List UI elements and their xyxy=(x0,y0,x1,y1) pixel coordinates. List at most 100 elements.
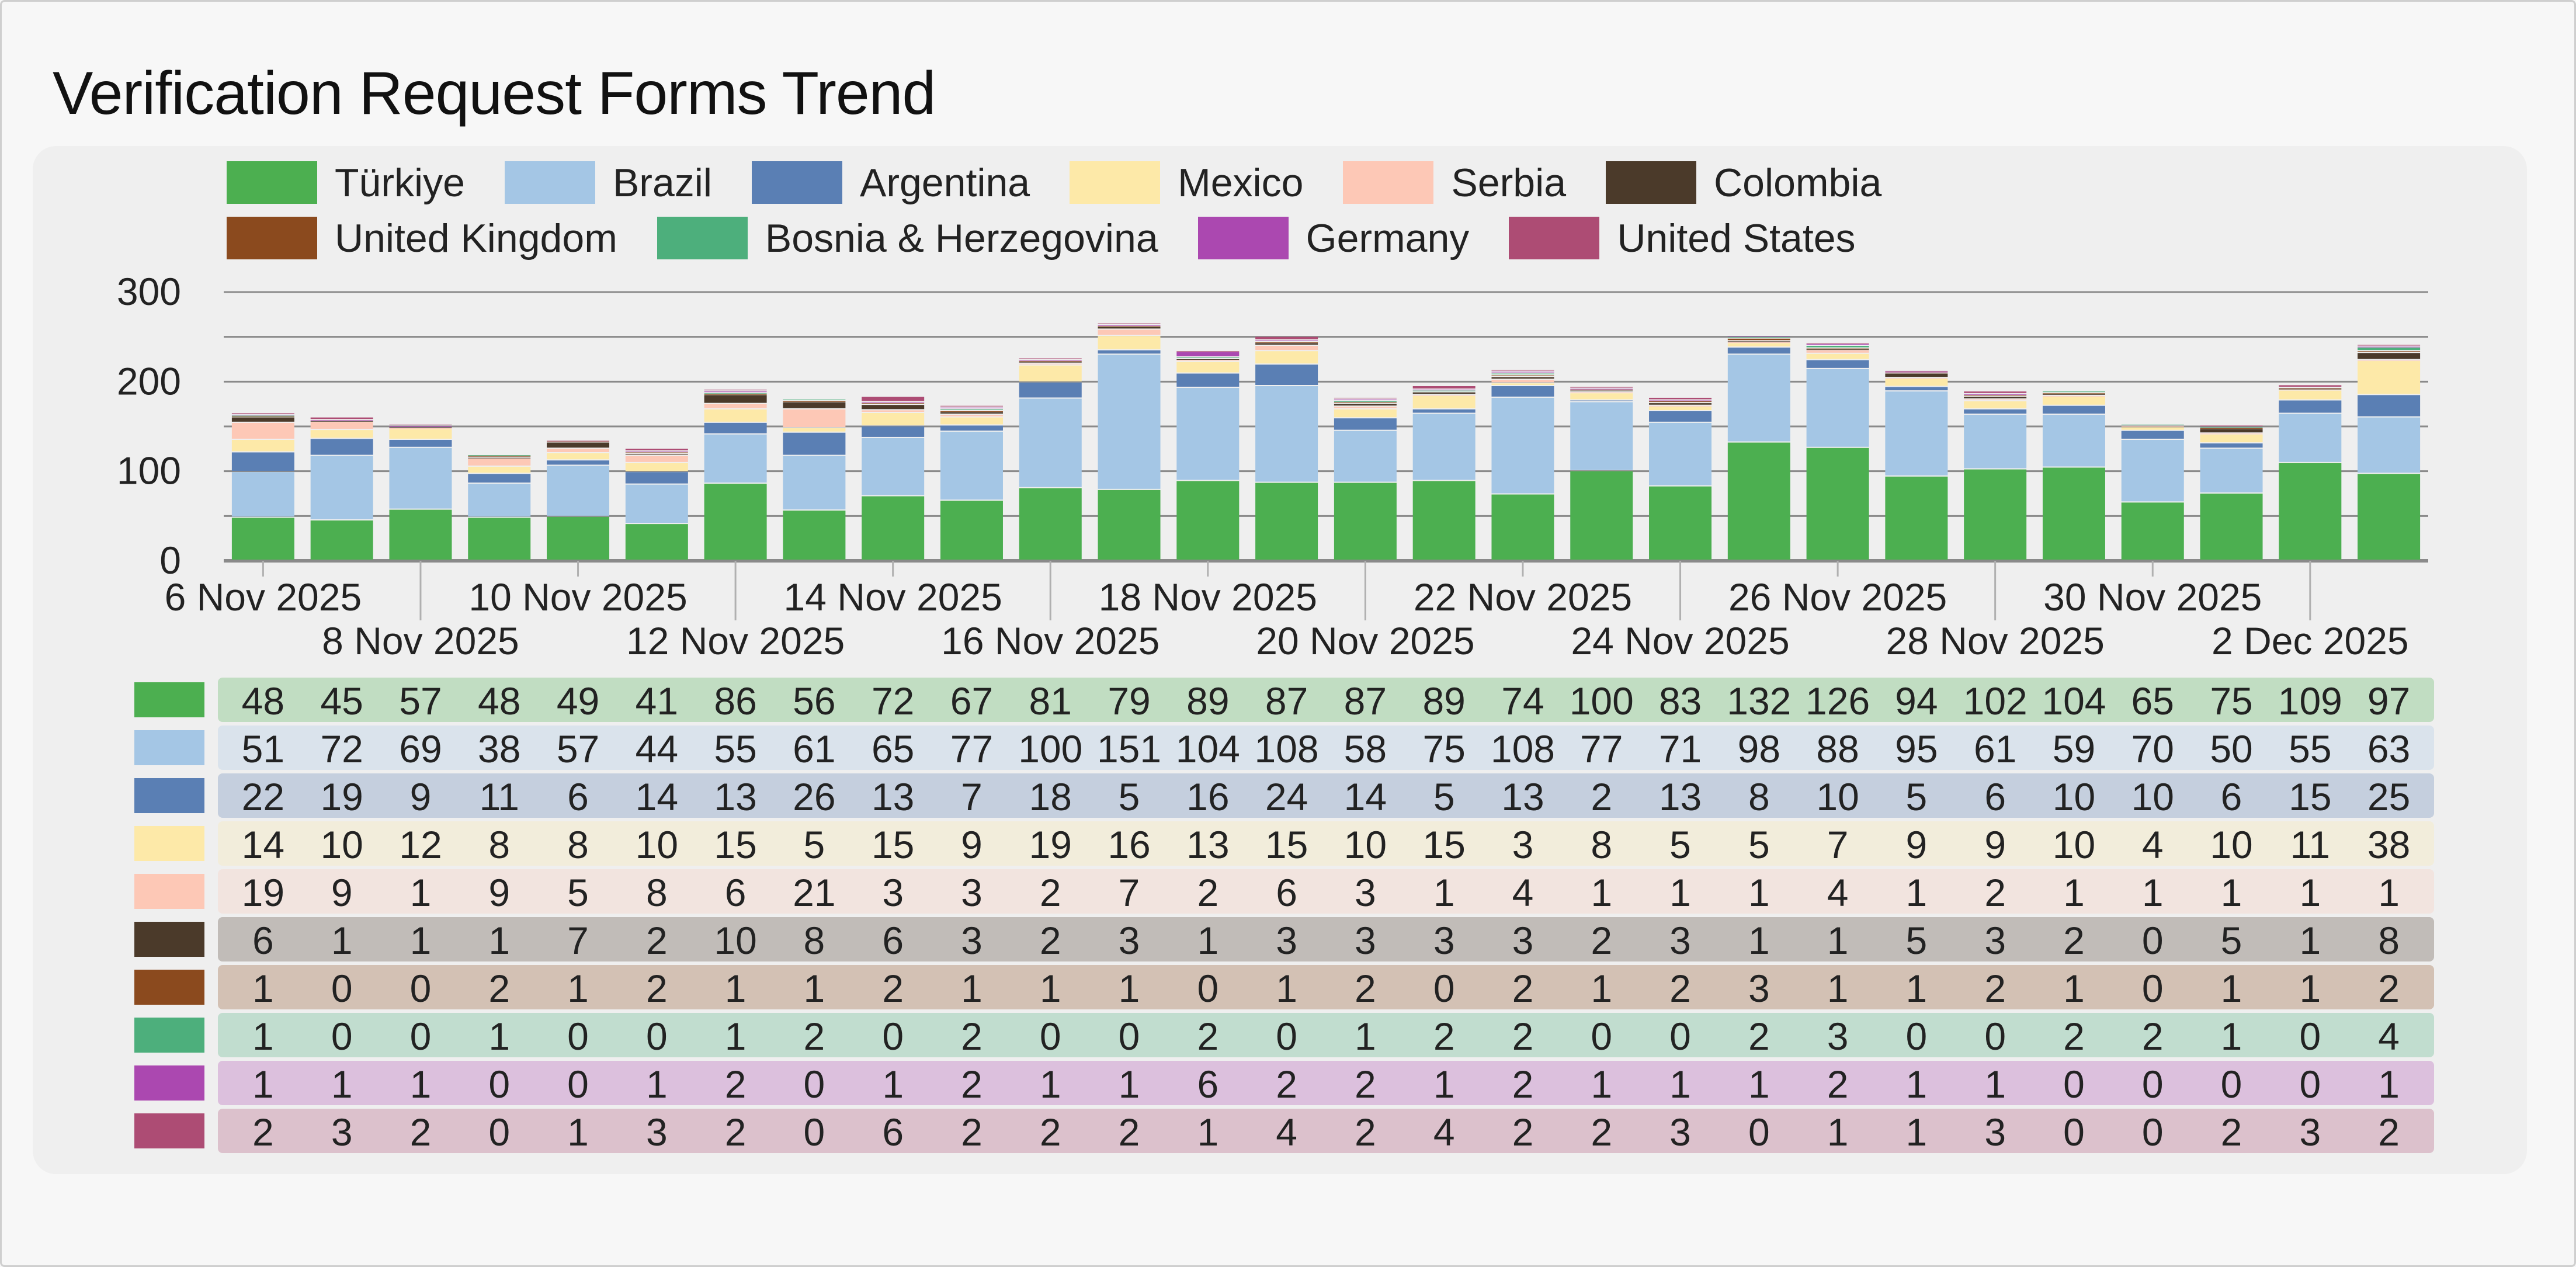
data-label: 55 xyxy=(2289,727,2331,770)
bar-segment xyxy=(1727,338,1790,341)
bar-segment xyxy=(310,439,373,455)
x-tick-label: 20 Nov 2025 xyxy=(1256,619,1474,662)
data-label: 10 xyxy=(2053,823,2095,866)
data-label: 1 xyxy=(1669,1063,1691,1106)
bar-segment xyxy=(625,449,688,450)
data-label: 1 xyxy=(2299,919,2321,962)
data-label: 2 xyxy=(1355,967,1376,1010)
bar-segment xyxy=(940,405,1003,407)
bar-segment xyxy=(2042,415,2105,467)
data-label: 0 xyxy=(1748,1110,1770,1154)
data-label: 95 xyxy=(1895,727,1938,770)
legend-swatch xyxy=(1509,217,1600,259)
bar-segment xyxy=(310,420,373,421)
data-label: 2 xyxy=(2221,1110,2242,1154)
bar-segment xyxy=(231,440,294,452)
x-tick-label: 18 Nov 2025 xyxy=(1099,575,1317,619)
data-label: 2 xyxy=(961,1015,983,1058)
data-label: 2 xyxy=(804,1015,825,1058)
data-label-row-swatch xyxy=(134,730,204,765)
data-label: 38 xyxy=(2367,823,2410,866)
bar-segment xyxy=(468,474,531,483)
bar-segment xyxy=(2121,502,2184,560)
data-label: 2 xyxy=(1827,1063,1849,1106)
data-label: 3 xyxy=(331,1110,353,1154)
bar-segment xyxy=(2121,440,2184,502)
data-label: 2 xyxy=(1591,775,1612,818)
data-label: 13 xyxy=(1186,823,1229,866)
data-label-row xyxy=(218,1109,2434,1153)
bar-segment xyxy=(1019,360,1082,361)
legend-item[interactable]: Türkiye xyxy=(227,159,465,206)
bar-segment xyxy=(1649,405,1712,407)
bar-segment xyxy=(1885,387,1948,391)
data-label-row-swatch xyxy=(134,874,204,909)
data-label: 3 xyxy=(1355,919,1376,962)
data-label: 8 xyxy=(804,919,825,962)
data-label: 72 xyxy=(320,727,363,770)
legend-item[interactable]: Serbia xyxy=(1343,159,1566,206)
data-label: 15 xyxy=(2289,775,2331,818)
data-label: 13 xyxy=(872,775,914,818)
data-label: 3 xyxy=(646,1110,668,1154)
legend-item[interactable]: United Kingdom xyxy=(227,215,617,262)
bar-segment xyxy=(310,430,373,438)
legend-item[interactable]: Bosnia & Herzegovina xyxy=(657,215,1158,262)
data-label: 0 xyxy=(1119,1015,1140,1058)
legend-item[interactable]: Colombia xyxy=(1606,159,1881,206)
bar-segment xyxy=(940,417,1003,425)
legend-item[interactable]: Germany xyxy=(1197,215,1469,262)
data-label: 0 xyxy=(2299,1015,2321,1058)
legend-item[interactable]: Brazil xyxy=(504,159,712,206)
data-label-row-swatch xyxy=(134,1018,204,1053)
data-label: 1 xyxy=(2221,967,2242,1010)
data-label: 16 xyxy=(1186,775,1229,818)
bar-segment xyxy=(2121,427,2184,430)
legend-item[interactable]: Mexico xyxy=(1070,159,1303,206)
data-label: 1 xyxy=(488,1015,510,1058)
data-label: 0 xyxy=(1197,967,1218,1010)
bar-segment xyxy=(704,404,767,408)
bar-segment xyxy=(1885,379,1948,386)
data-label: 1 xyxy=(1197,1110,1218,1154)
bar-segment xyxy=(231,417,294,422)
data-label: 4 xyxy=(2142,823,2164,866)
data-label: 7 xyxy=(1119,871,1140,914)
bar-segment xyxy=(1176,351,1240,352)
data-label: 2 xyxy=(1512,1063,1534,1106)
bar-segment xyxy=(1255,386,1318,482)
data-label: 1 xyxy=(2299,967,2321,1010)
bar-segment xyxy=(1176,360,1240,361)
data-label: 3 xyxy=(1512,919,1534,962)
data-label: 10 xyxy=(636,823,678,866)
bar-segment xyxy=(940,412,1003,414)
bar-segment xyxy=(310,421,373,422)
data-label: 1 xyxy=(646,1063,668,1106)
legend-item[interactable]: United States xyxy=(1509,215,1856,262)
bar-segment xyxy=(1806,346,1869,348)
bar-segment xyxy=(468,457,531,459)
data-label: 77 xyxy=(1580,727,1623,770)
data-label: 2 xyxy=(1197,1015,1218,1058)
data-label: 1 xyxy=(2221,871,2242,914)
bar-segment xyxy=(1885,378,1948,379)
bar-segment xyxy=(1885,370,1948,372)
data-label: 0 xyxy=(2063,1063,2085,1106)
bar-segment xyxy=(1727,343,1790,347)
legend-item[interactable]: Argentina xyxy=(751,159,1030,206)
data-label: 70 xyxy=(2131,727,2174,770)
data-label: 1 xyxy=(1827,967,1849,1010)
legend-label: Colombia xyxy=(1714,160,1882,205)
data-label: 26 xyxy=(793,775,835,818)
bar-segment xyxy=(1412,414,1476,480)
data-label: 6 xyxy=(567,775,589,818)
y-tick-label: 100 xyxy=(117,449,181,492)
bar-segment xyxy=(1255,343,1318,345)
data-label: 15 xyxy=(714,823,756,866)
data-label: 0 xyxy=(882,1015,904,1058)
bar-segment xyxy=(2358,360,2421,361)
data-label: 9 xyxy=(1906,823,1928,866)
bar-segment xyxy=(1334,482,1397,560)
bar-segment xyxy=(940,501,1003,560)
